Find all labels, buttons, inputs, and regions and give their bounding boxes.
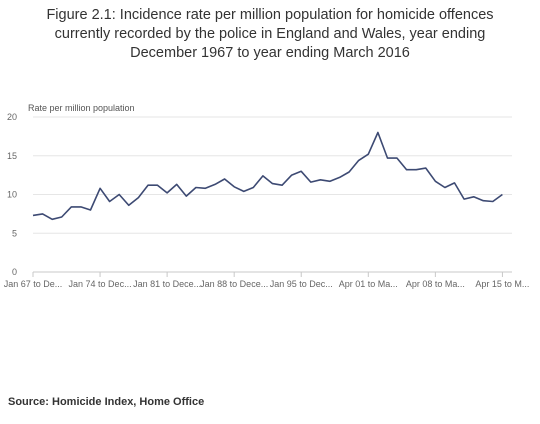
series-line	[32, 131, 503, 221]
x-axis: Jan 67 to De... Jan 74 to Dec... Jan 81 to…	[4, 272, 529, 289]
x-tick-label: Apr 08 to Ma...	[406, 279, 465, 289]
source-note: Source: Homicide Index, Home Office	[8, 396, 205, 408]
chart-title: Figure 2.1: Incidence rate per million p…	[0, 6, 540, 63]
y-tick-label: 0	[12, 267, 17, 277]
x-tick-label: Jan 74 to Dec...	[69, 279, 132, 289]
y-tick-label: 15	[7, 151, 17, 161]
y-tick-label: 20	[7, 112, 17, 122]
y-tick-label: 5	[12, 228, 17, 238]
x-tick-label: Jan 88 to Dece...	[200, 279, 268, 289]
x-tick-label: Apr 15 to M...	[475, 279, 529, 289]
x-tick-label: Jan 67 to De...	[4, 279, 63, 289]
y-axis-label: Rate per million population	[28, 103, 135, 113]
line-chart: 0 5 10 15 20 Jan 67 to De... Jan 74 to Dec...…	[4, 112, 530, 289]
y-tick-labels: 0 5 10 15 20	[7, 112, 17, 277]
x-tick-label: Jan 95 to Dec...	[270, 279, 333, 289]
gridlines	[33, 116, 512, 273]
series-group	[32, 131, 503, 221]
x-tick-label: Apr 01 to Ma...	[339, 279, 398, 289]
chart-title-line-2: currently recorded by the police in Engl…	[54, 26, 486, 42]
x-tick-label: Jan 81 to Dece...	[133, 279, 201, 289]
chart-title-line-3: December 1967 to year ending March 2016	[130, 45, 410, 61]
y-tick-label: 10	[7, 190, 17, 200]
chart-title-line-1: Figure 2.1: Incidence rate per million p…	[46, 7, 494, 23]
